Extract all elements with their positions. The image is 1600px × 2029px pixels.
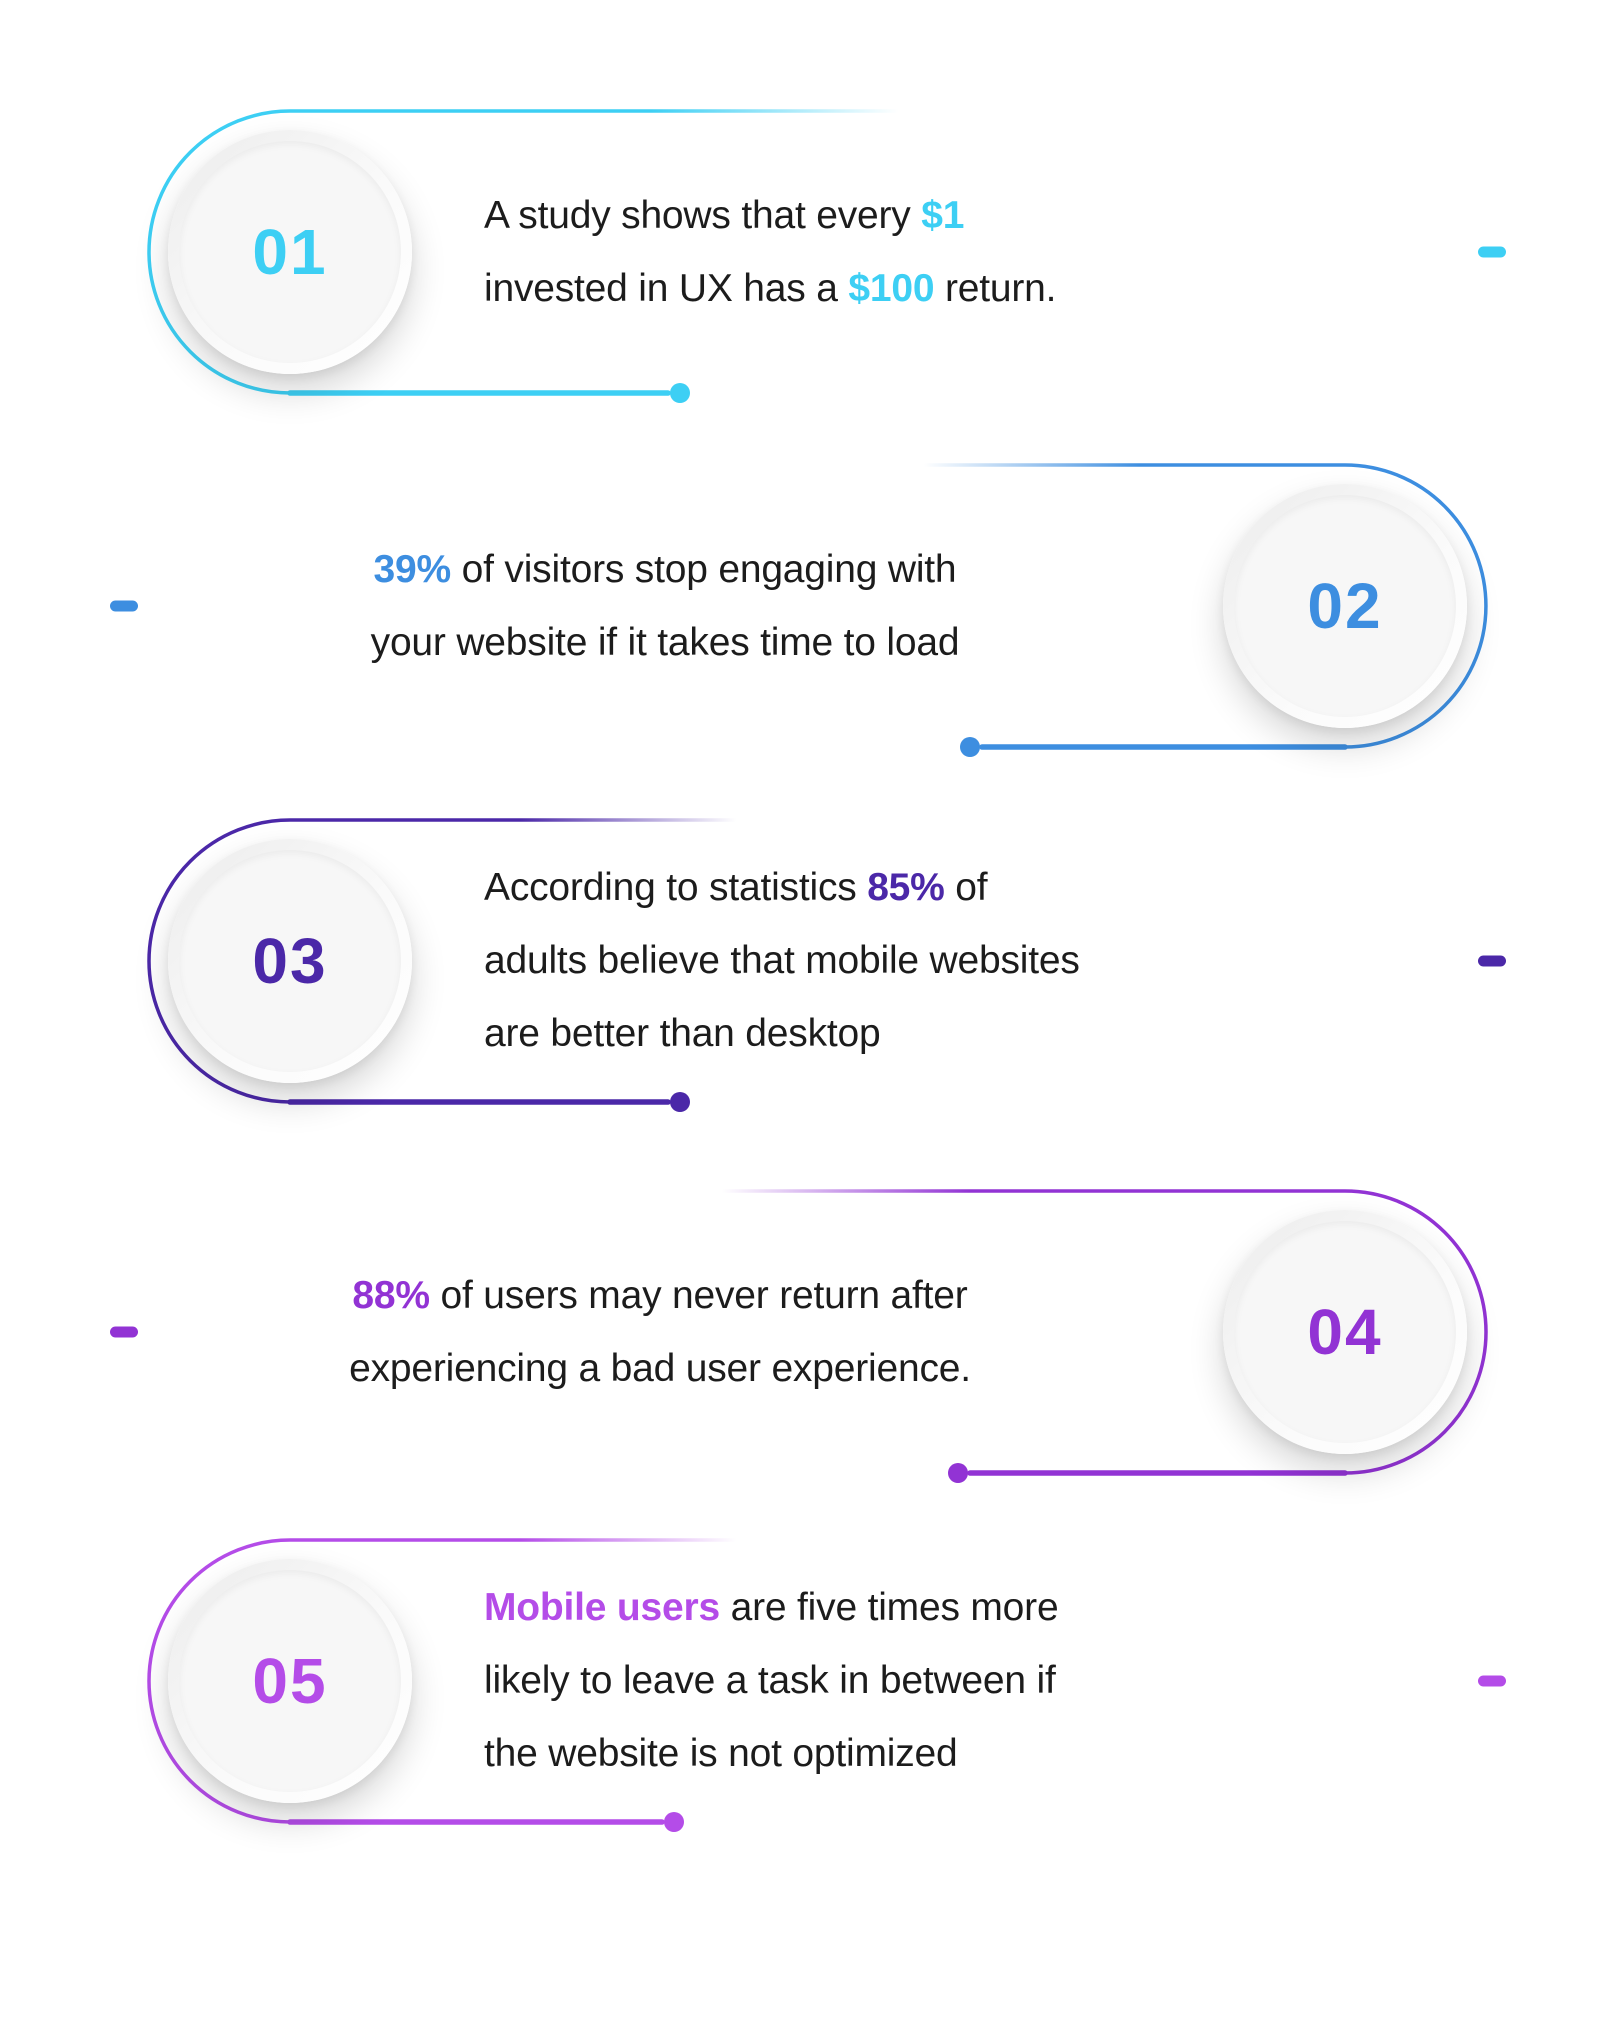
item-number: 01 bbox=[252, 216, 328, 288]
accent-dash-icon bbox=[1478, 1675, 1506, 1687]
highlighted-text: Mobile users bbox=[484, 1586, 720, 1629]
item-text: A study shows that every $1 invested in … bbox=[484, 179, 1284, 325]
plain-text: are five times more likely to leave a ta… bbox=[484, 1586, 1059, 1775]
connector-dot bbox=[664, 1812, 684, 1832]
connector-dot bbox=[948, 1463, 968, 1483]
number-badge-01: 01 bbox=[168, 130, 412, 374]
item-number: 05 bbox=[252, 1645, 328, 1717]
number-badge-04: 04 bbox=[1223, 1210, 1467, 1454]
connector-swoosh bbox=[147, 109, 1506, 403]
item-text: Mobile users are five times more likely … bbox=[484, 1571, 1284, 1790]
connector-swoosh bbox=[110, 1189, 1488, 1483]
highlighted-text: 39% bbox=[373, 548, 452, 591]
item-number: 03 bbox=[252, 925, 328, 997]
plain-text: of users may never return after experien… bbox=[349, 1274, 971, 1390]
number-badge-05: 05 bbox=[168, 1559, 412, 1803]
connector-swoosh bbox=[147, 818, 1506, 1112]
accent-dash-icon bbox=[1478, 955, 1506, 967]
swoosh-curve bbox=[670, 1189, 1488, 1475]
connector-swoosh bbox=[110, 463, 1488, 757]
accent-dash-icon bbox=[110, 600, 138, 612]
accent-dash-icon bbox=[1478, 246, 1506, 258]
item-number: 04 bbox=[1307, 1296, 1383, 1368]
item-text: According to statistics 85% of adults be… bbox=[484, 851, 1284, 1070]
connector-swoosh bbox=[147, 1538, 1506, 1832]
swoosh-curve bbox=[147, 1538, 780, 1824]
plain-text: invested in UX has a bbox=[484, 267, 838, 310]
highlighted-text: 88% bbox=[352, 1274, 430, 1317]
highlighted-text: 85% bbox=[867, 866, 945, 909]
swoosh-curve bbox=[880, 463, 1488, 749]
swoosh-curve bbox=[147, 109, 950, 395]
connector-dot bbox=[960, 737, 980, 757]
connector-dot bbox=[670, 383, 690, 403]
highlighted-text: $1 bbox=[921, 194, 965, 237]
plain-text: of adults believe that mobile websites a… bbox=[484, 866, 1080, 1055]
plain-text: of visitors stop engaging with your webs… bbox=[370, 548, 960, 664]
highlighted-text: $100 bbox=[848, 267, 935, 310]
plain-text: According to statistics bbox=[484, 866, 868, 909]
accent-dash-icon bbox=[110, 1326, 138, 1338]
plain-text: return. bbox=[934, 267, 1057, 310]
plain-text: A study shows that every bbox=[484, 194, 922, 237]
item-number: 02 bbox=[1307, 570, 1383, 642]
item-text: 39% of visitors stop engaging with your … bbox=[150, 533, 1180, 679]
item-text: 88% of users may never return after expe… bbox=[130, 1259, 1190, 1405]
number-badge-03: 03 bbox=[168, 839, 412, 1083]
swoosh-curve bbox=[147, 818, 780, 1104]
number-badge-02: 02 bbox=[1223, 484, 1467, 728]
connector-dot bbox=[670, 1092, 690, 1112]
